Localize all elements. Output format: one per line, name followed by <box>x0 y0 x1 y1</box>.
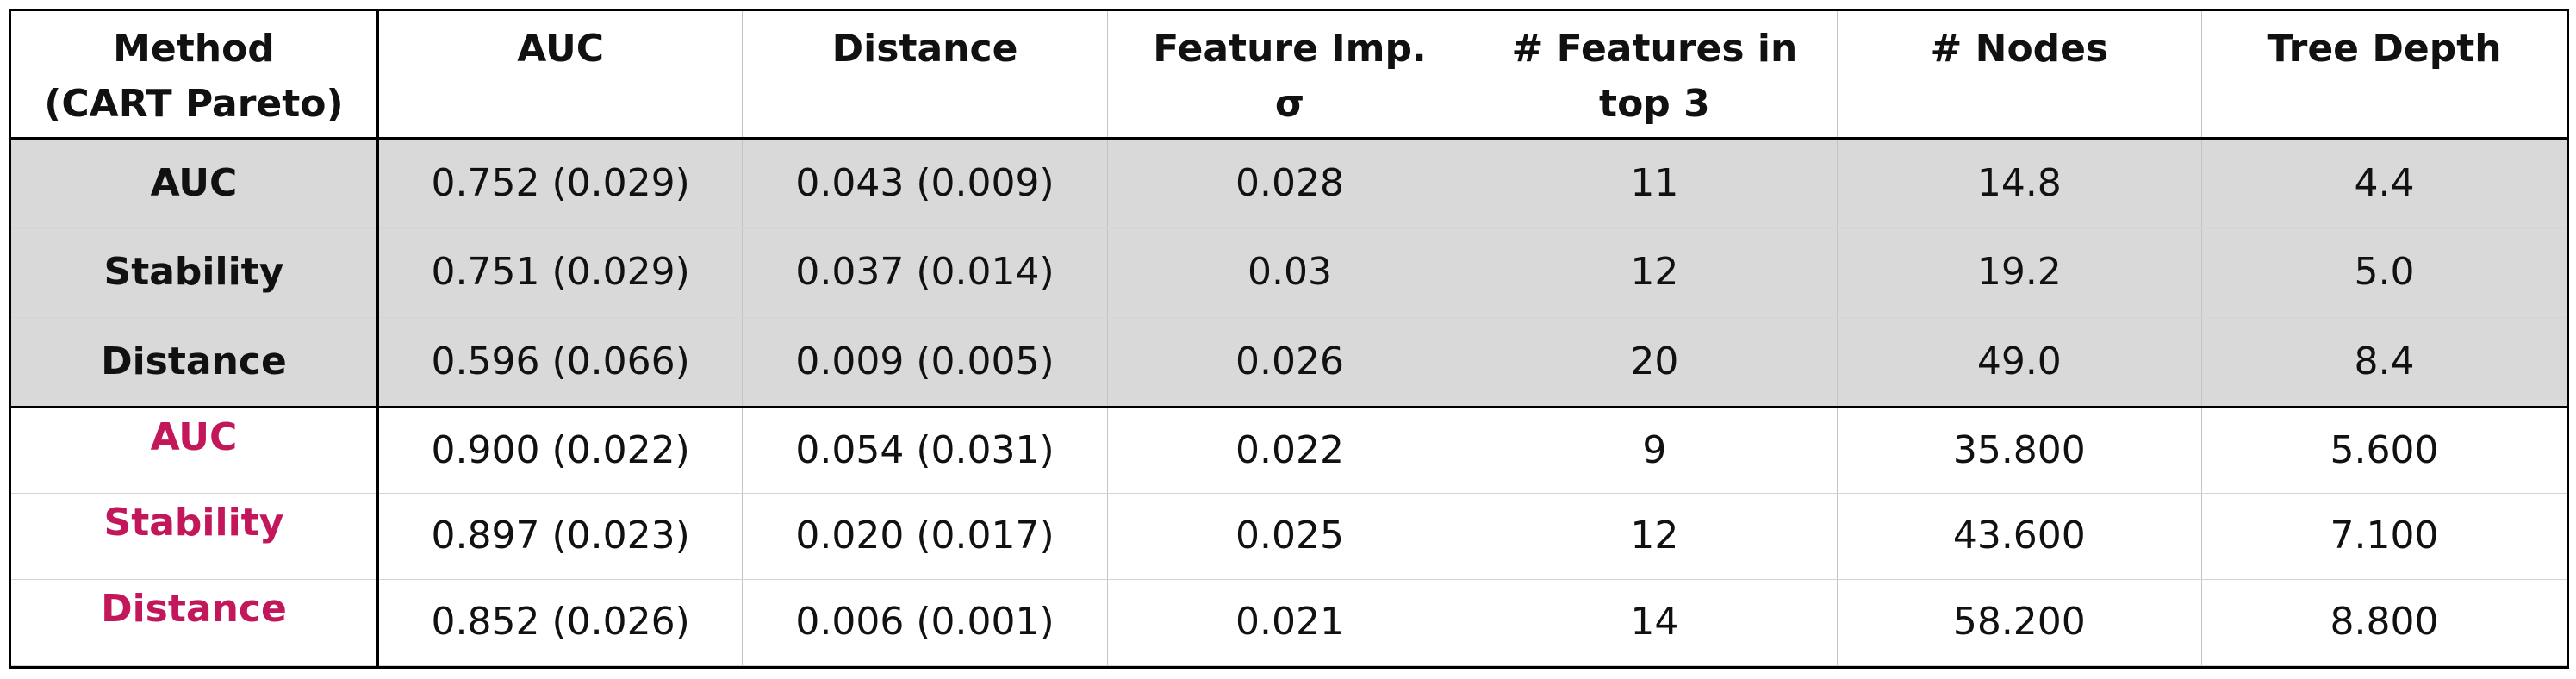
auc-cell: 0.852 (0.026) <box>376 579 743 666</box>
feature-imp-cell: 0.03 <box>1106 227 1472 318</box>
nodes-cell: 35.800 <box>1836 407 2202 494</box>
nodes-cell: 19.2 <box>1836 227 2202 318</box>
distance-cell: 0.009 (0.005) <box>742 317 1108 408</box>
header-features-top3: # Features in top 3 <box>1472 11 1838 140</box>
distance-cell: 0.043 (0.009) <box>742 138 1108 228</box>
method-label: Stability <box>103 500 284 545</box>
features-top3-cell: 12 <box>1472 493 1838 580</box>
method-label: AUC <box>150 414 238 459</box>
features-top3-cell: 12 <box>1472 227 1838 318</box>
method-cell: AUC <box>11 407 379 494</box>
header-distance: Distance <box>742 11 1108 140</box>
auc-cell: 0.751 (0.029) <box>376 227 743 318</box>
method-cell: Distance <box>11 317 379 408</box>
features-top3-cell: 20 <box>1472 317 1838 408</box>
tree-depth-cell: 4.4 <box>2201 138 2567 228</box>
tree-depth-cell: 7.100 <box>2201 493 2567 580</box>
table-row: Stability 0.751 (0.029) 0.037 (0.014) 0.… <box>11 227 2567 318</box>
header-feature-imp-sigma: Feature Imp. σ <box>1106 11 1472 140</box>
auc-cell: 0.596 (0.066) <box>376 317 743 408</box>
method-label: Distance <box>101 586 287 631</box>
feature-imp-cell: 0.028 <box>1106 138 1472 228</box>
feature-imp-cell: 0.022 <box>1106 407 1472 494</box>
results-table-frame: Method (CART Pareto) AUC Distance Featur… <box>9 9 2569 669</box>
header-nodes: # Nodes <box>1836 11 2202 140</box>
auc-cell: 0.897 (0.023) <box>376 493 743 580</box>
features-top3-cell: 14 <box>1472 579 1838 666</box>
tree-depth-cell: 5.600 <box>2201 407 2567 494</box>
results-table: Method (CART Pareto) AUC Distance Featur… <box>11 11 2567 666</box>
nodes-cell: 14.8 <box>1836 138 2202 228</box>
table-row: AUC 0.752 (0.029) 0.043 (0.009) 0.028 11… <box>11 138 2567 228</box>
table-row: Distance 0.596 (0.066) 0.009 (0.005) 0.0… <box>11 317 2567 408</box>
auc-cell: 0.752 (0.029) <box>376 138 743 228</box>
feature-imp-cell: 0.025 <box>1106 493 1472 580</box>
tree-depth-cell: 8.800 <box>2201 579 2567 666</box>
features-top3-cell: 9 <box>1472 407 1838 494</box>
method-cell: Distance <box>11 579 379 666</box>
feature-imp-cell: 0.021 <box>1106 579 1472 666</box>
distance-cell: 0.020 (0.017) <box>742 493 1108 580</box>
header-row: Method (CART Pareto) AUC Distance Featur… <box>11 11 2567 140</box>
distance-cell: 0.006 (0.001) <box>742 579 1108 666</box>
header-tree-depth: Tree Depth <box>2201 11 2567 140</box>
nodes-cell: 49.0 <box>1836 317 2202 408</box>
method-cell: Stability <box>11 493 379 580</box>
nodes-cell: 43.600 <box>1836 493 2202 580</box>
distance-cell: 0.037 (0.014) <box>742 227 1108 318</box>
table-row: Distance 0.852 (0.026) 0.006 (0.001) 0.0… <box>11 579 2567 666</box>
method-cell: Stability <box>11 227 379 318</box>
tree-depth-cell: 5.0 <box>2201 227 2567 318</box>
auc-cell: 0.900 (0.022) <box>376 407 743 494</box>
table-header: Method (CART Pareto) AUC Distance Featur… <box>11 11 2567 140</box>
tree-depth-cell: 8.4 <box>2201 317 2567 408</box>
features-top3-cell: 11 <box>1472 138 1838 228</box>
feature-imp-cell: 0.026 <box>1106 317 1472 408</box>
table-row: Stability 0.897 (0.023) 0.020 (0.017) 0.… <box>11 493 2567 580</box>
method-cell: AUC <box>11 138 379 228</box>
header-method: Method (CART Pareto) <box>11 11 379 140</box>
header-auc: AUC <box>376 11 743 140</box>
distance-cell: 0.054 (0.031) <box>742 407 1108 494</box>
nodes-cell: 58.200 <box>1836 579 2202 666</box>
table-body: AUC 0.752 (0.029) 0.043 (0.009) 0.028 11… <box>11 138 2567 666</box>
table-row: AUC 0.900 (0.022) 0.054 (0.031) 0.022 9 … <box>11 407 2567 494</box>
